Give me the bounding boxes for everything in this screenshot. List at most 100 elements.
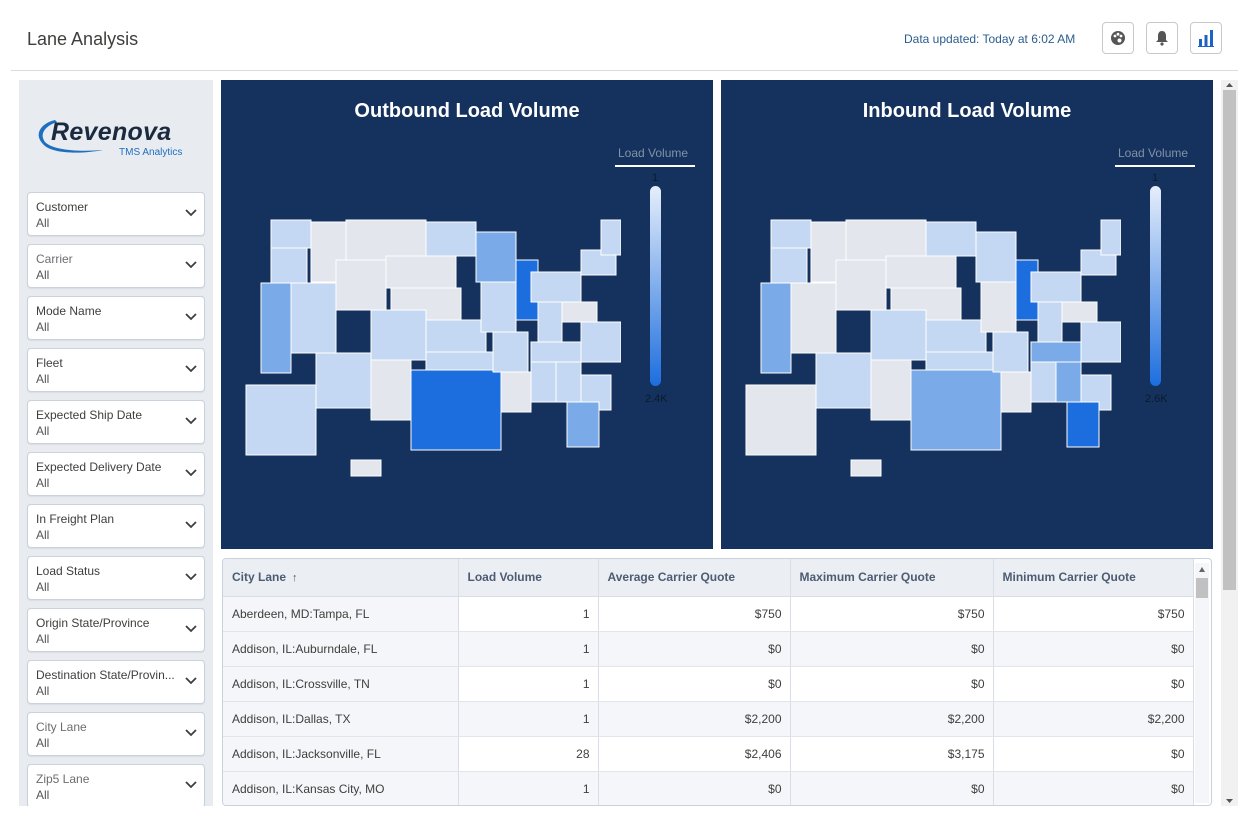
state-region[interactable] [245,384,317,456]
state-region[interactable] [992,331,1029,373]
theme-button[interactable] [1102,22,1134,54]
column-header-maximum-quote[interactable]: Maximum Carrier Quote [790,559,994,597]
scroll-down-icon[interactable] [1221,796,1238,806]
filter-dropdown[interactable]: City Lane All [27,712,205,756]
state-region[interactable] [790,282,837,354]
filter-dropdown[interactable]: Expected Delivery Date All [27,452,205,496]
page-scroll-thumb[interactable] [1223,90,1236,590]
state-region[interactable] [425,351,497,373]
state-region[interactable] [1066,401,1100,448]
state-region[interactable] [1055,361,1082,403]
state-region[interactable] [925,351,997,373]
filter-dropdown[interactable]: Fleet All [27,348,205,392]
state-region[interactable] [260,282,292,374]
state-region[interactable] [815,352,872,409]
state-region[interactable] [1030,361,1057,403]
state-region[interactable] [835,259,887,311]
state-region[interactable] [335,259,387,311]
us-choropleth-map[interactable] [231,210,621,480]
state-region[interactable] [760,282,792,374]
column-header-minimum-quote[interactable]: Minimum Carrier Quote [993,559,1194,597]
state-region[interactable] [350,459,382,477]
filter-dropdown[interactable]: Origin State/Province All [27,608,205,652]
chevron-down-icon[interactable] [185,313,197,321]
state-region[interactable] [270,219,312,249]
chevron-down-icon[interactable] [185,261,197,269]
page-scrollbar[interactable] [1221,80,1238,806]
chevron-down-icon[interactable] [185,677,197,685]
state-region[interactable] [475,231,517,283]
chevron-down-icon[interactable] [185,781,197,789]
state-region[interactable] [770,247,808,284]
table-row[interactable]: Addison, IL:Crossville, TN 1 $0 $0 $0 [223,666,1194,702]
state-region[interactable] [910,369,1002,451]
column-header-average-quote[interactable]: Average Carrier Quote [598,559,791,597]
dashboard-button[interactable] [1190,22,1222,54]
table-row[interactable]: Aberdeen, MD:Tampa, FL 1 $750 $750 $750 [223,596,1194,632]
state-region[interactable] [530,271,582,303]
state-region[interactable] [370,309,427,361]
state-region[interactable] [492,331,529,373]
state-region[interactable] [850,459,882,477]
filter-dropdown[interactable]: Destination State/Provin... All [27,660,205,704]
filter-dropdown[interactable]: Customer All [27,192,205,236]
chevron-down-icon[interactable] [185,209,197,217]
state-region[interactable] [425,319,487,353]
state-region[interactable] [290,282,337,354]
column-header-load-volume[interactable]: Load Volume [458,559,599,597]
state-region[interactable] [580,321,621,363]
state-region[interactable] [980,281,1017,333]
notifications-button[interactable] [1146,22,1178,54]
state-region[interactable] [530,361,557,403]
state-region[interactable] [370,359,412,421]
state-region[interactable] [561,301,598,323]
state-region[interactable] [480,281,517,333]
chevron-down-icon[interactable] [185,417,197,425]
state-region[interactable] [975,231,1017,283]
chevron-down-icon[interactable] [185,469,197,477]
state-region[interactable] [315,352,372,409]
scroll-up-icon[interactable] [1221,80,1238,90]
state-region[interactable] [270,247,308,284]
chevron-down-icon[interactable] [185,625,197,633]
state-region[interactable] [1030,271,1082,303]
state-region[interactable] [770,219,812,249]
filter-dropdown[interactable]: Load Status All [27,556,205,600]
chevron-down-icon[interactable] [185,521,197,529]
filter-dropdown[interactable]: In Freight Plan All [27,504,205,548]
state-region[interactable] [1100,219,1121,256]
state-region[interactable] [870,359,912,421]
sort-ascending-icon[interactable]: ↑ [292,572,298,585]
state-region[interactable] [555,361,582,403]
filter-dropdown[interactable]: Zip5 Lane All [27,764,205,806]
table-row[interactable]: Addison, IL:Jacksonville, FL 28 $2,406 $3,1… [223,736,1194,772]
state-region[interactable] [566,401,600,448]
state-region[interactable] [1061,301,1098,323]
state-region[interactable] [600,219,621,256]
state-region[interactable] [1037,301,1063,343]
state-region[interactable] [870,309,927,361]
table-row[interactable]: Addison, IL:Kansas City, MO 1 $0 $0 $0 [223,771,1194,805]
state-region[interactable] [1080,321,1121,363]
table-scrollbar[interactable] [1195,563,1209,803]
state-region[interactable] [745,384,817,456]
state-region[interactable] [385,255,457,289]
us-choropleth-map[interactable] [731,210,1121,480]
table-row[interactable]: Addison, IL:Auburndale, FL 1 $0 $0 $0 [223,631,1194,667]
state-region[interactable] [885,255,957,289]
chevron-down-icon[interactable] [185,573,197,581]
filter-dropdown[interactable]: Mode Name All [27,296,205,340]
state-region[interactable] [425,221,477,257]
state-region[interactable] [925,221,977,257]
state-region[interactable] [845,219,927,261]
state-region[interactable] [410,369,502,451]
state-region[interactable] [500,371,532,413]
state-region[interactable] [925,319,987,353]
filter-dropdown[interactable]: Carrier All [27,244,205,288]
chevron-down-icon[interactable] [185,729,197,737]
filter-dropdown[interactable]: Expected Ship Date All [27,400,205,444]
chevron-down-icon[interactable] [185,365,197,373]
state-region[interactable] [1000,371,1032,413]
column-header-city-lane[interactable]: City Lane ↑ [223,559,459,597]
table-row[interactable]: Addison, IL:Dallas, TX 1 $2,200 $2,200 $2,20… [223,701,1194,737]
